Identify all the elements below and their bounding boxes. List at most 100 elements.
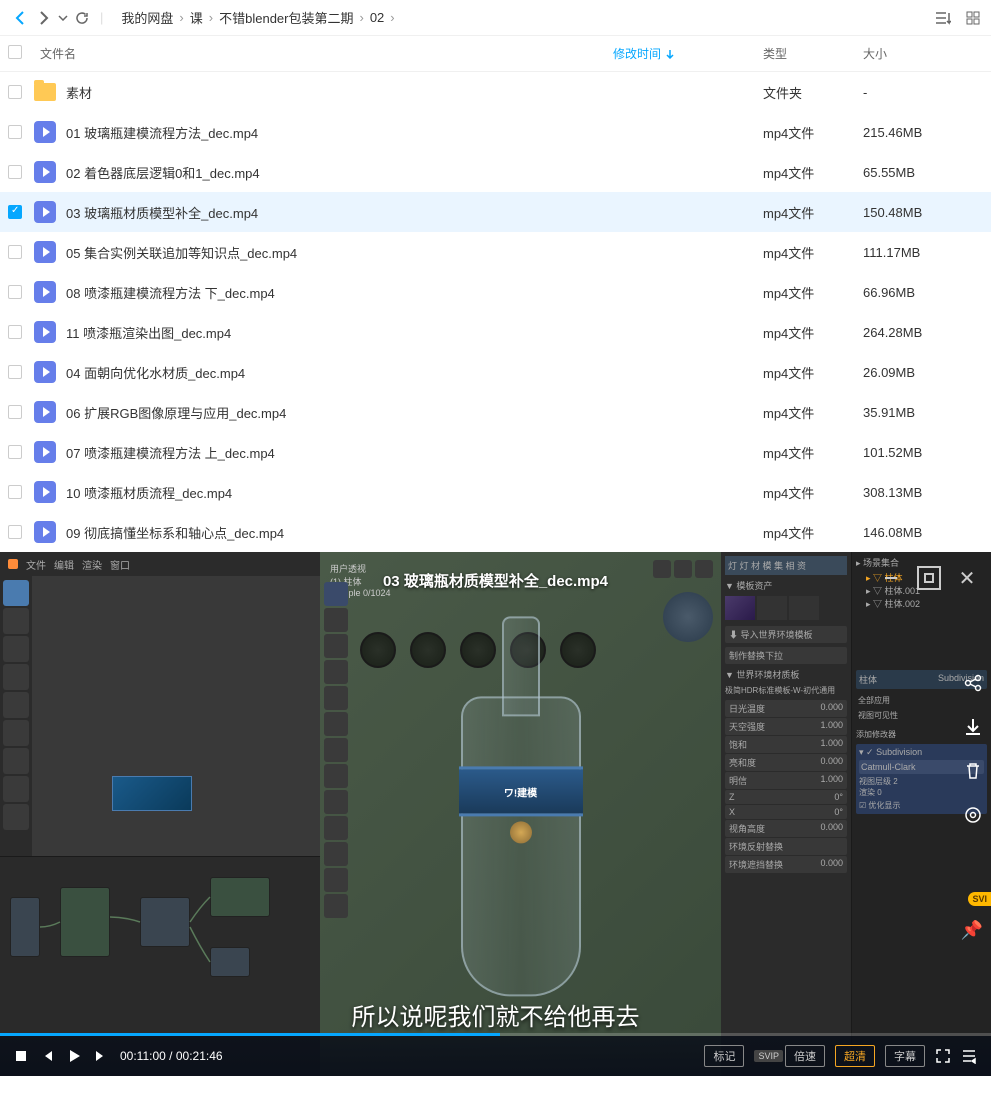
video-file-icon [34, 281, 56, 303]
file-name: 11 喷漆瓶渲染出图_dec.mp4 [66, 323, 613, 342]
row-checkbox[interactable] [8, 405, 22, 419]
file-row[interactable]: 03 玻璃瓶材质模型补全_dec.mp4 mp4文件150.48MB [0, 192, 991, 232]
chevron-right-icon: › [209, 10, 213, 25]
property-row: 饱和1.000 [725, 736, 847, 753]
breadcrumb-item[interactable]: 不错blender包装第二期 [219, 8, 353, 27]
file-list-header: 文件名 修改时间 类型 大小 [0, 36, 991, 72]
file-row[interactable]: 10 喷漆瓶材质流程_dec.mp4mp4文件308.13MB [0, 472, 991, 512]
video-file-icon [34, 361, 56, 383]
next-button[interactable] [94, 1049, 108, 1063]
file-name: 07 喷漆瓶建模流程方法 上_dec.mp4 [66, 443, 613, 462]
sort-button[interactable] [933, 8, 953, 28]
column-name[interactable]: 文件名 [32, 45, 613, 62]
file-row[interactable]: 06 扩展RGB图像原理与应用_dec.mp4mp4文件35.91MB [0, 392, 991, 432]
row-checkbox[interactable] [8, 325, 22, 339]
file-row[interactable]: 02 着色器底层逻辑0和1_dec.mp4mp4文件65.55MB [0, 152, 991, 192]
bottle-model: ワ!建模 [451, 616, 591, 996]
row-checkbox[interactable] [8, 125, 22, 139]
file-type: mp4文件 [763, 483, 863, 502]
nav-dropdown-button[interactable] [56, 6, 70, 30]
file-type: mp4文件 [763, 203, 863, 222]
delete-icon[interactable] [962, 760, 984, 782]
file-type: mp4文件 [763, 443, 863, 462]
play-button[interactable] [66, 1048, 82, 1064]
row-checkbox[interactable] [8, 245, 22, 259]
video-file-icon [34, 441, 56, 463]
video-controls: 00:11:00 / 00:21:46 标记 SVIP 倍速 超清 字幕 [0, 1036, 991, 1076]
pin-icon[interactable]: 📌 [961, 920, 983, 941]
file-row[interactable]: 09 彻底搞懂坐标系和轴心点_dec.mp4mp4文件146.08MB [0, 512, 991, 552]
breadcrumb-root[interactable]: 我的网盘 [121, 8, 173, 27]
blender-toolbar [0, 576, 32, 856]
settings-icon[interactable] [962, 804, 984, 826]
prev-button[interactable] [40, 1049, 54, 1063]
video-file-icon [34, 121, 56, 143]
breadcrumb-item[interactable]: 课 [190, 8, 203, 27]
file-row[interactable]: 11 喷漆瓶渲染出图_dec.mp4mp4文件264.28MB [0, 312, 991, 352]
file-size: 66.96MB [863, 285, 983, 300]
video-file-icon [34, 481, 56, 503]
row-checkbox[interactable] [8, 485, 22, 499]
sort-down-icon [665, 49, 675, 59]
column-size[interactable]: 大小 [863, 45, 983, 62]
download-icon[interactable] [962, 716, 984, 738]
file-size: 146.08MB [863, 525, 983, 540]
nav-back-button[interactable] [8, 6, 32, 30]
file-row[interactable]: 04 面朝向优化水材质_dec.mp4mp4文件26.09MB [0, 352, 991, 392]
file-size: - [863, 85, 983, 100]
close-button[interactable]: ✕ [955, 566, 979, 590]
file-name: 素材 [66, 83, 613, 102]
video-file-icon [34, 321, 56, 343]
caption-button[interactable]: 字幕 [885, 1045, 925, 1067]
column-type[interactable]: 类型 [763, 45, 863, 62]
refresh-button[interactable] [70, 6, 94, 30]
stop-button[interactable] [14, 1049, 28, 1063]
file-size: 150.48MB [863, 205, 983, 220]
property-row: 日光温度0.000 [725, 700, 847, 717]
mark-button[interactable]: 标记 [704, 1045, 744, 1067]
file-type: mp4文件 [763, 283, 863, 302]
row-checkbox[interactable] [8, 525, 22, 539]
property-row: 环境遮挡替换0.000 [725, 856, 847, 873]
file-row[interactable]: 05 集合实例关联追加等知识点_dec.mp4 mp4文件111.17MB [0, 232, 991, 272]
video-player: 文件 编辑 渲染 窗口 [0, 552, 991, 1076]
row-checkbox[interactable] [8, 365, 22, 379]
share-icon[interactable] [962, 672, 984, 694]
breadcrumb-item[interactable]: 02 [370, 10, 384, 25]
file-size: 215.46MB [863, 125, 983, 140]
file-type: mp4文件 [763, 403, 863, 422]
file-row[interactable]: 08 喷漆瓶建模流程方法 下_dec.mp4 mp4文件66.96MB [0, 272, 991, 312]
nav-forward-button[interactable] [32, 6, 56, 30]
row-checkbox[interactable] [8, 165, 22, 179]
file-type: mp4文件 [763, 363, 863, 382]
file-size: 101.52MB [863, 445, 983, 460]
file-type: mp4文件 [763, 243, 863, 262]
maximize-button[interactable] [917, 566, 941, 590]
property-row: Z0° [725, 790, 847, 804]
fullscreen-button[interactable] [935, 1048, 951, 1064]
file-name: 08 喷漆瓶建模流程方法 下_dec.mp4 [66, 283, 613, 302]
file-name: 09 彻底搞懂坐标系和轴心点_dec.mp4 [66, 523, 613, 542]
grid-view-button[interactable] [963, 8, 983, 28]
row-checkbox[interactable] [8, 445, 22, 459]
row-checkbox[interactable] [8, 285, 22, 299]
file-name: 04 面朝向优化水材质_dec.mp4 [66, 363, 613, 382]
select-all-checkbox[interactable] [8, 45, 22, 59]
file-name: 03 玻璃瓶材质模型补全_dec.mp4 [66, 203, 613, 222]
file-row[interactable]: 素材 文件夹- [0, 72, 991, 112]
column-mtime[interactable]: 修改时间 [613, 45, 763, 62]
svip-badge[interactable]: SVI [968, 892, 991, 906]
file-row[interactable]: 07 喷漆瓶建模流程方法 上_dec.mp4 mp4文件101.52MB [0, 432, 991, 472]
file-type: 文件夹 [763, 83, 863, 102]
speed-button[interactable]: 倍速 [785, 1045, 825, 1067]
row-checkbox[interactable] [8, 85, 22, 99]
quality-button[interactable]: 超清 [835, 1045, 875, 1067]
file-name: 05 集合实例关联追加等知识点_dec.mp4 [66, 243, 613, 262]
file-size: 111.17MB [863, 245, 983, 260]
minimize-button[interactable] [879, 566, 903, 590]
breadcrumb: 我的网盘 › 课 › 不错blender包装第二期 › 02 › [121, 8, 400, 27]
file-row[interactable]: 01 玻璃瓶建模流程方法_dec.mp4mp4文件215.46MB [0, 112, 991, 152]
playlist-button[interactable] [961, 1048, 977, 1064]
row-checkbox[interactable] [8, 205, 22, 219]
video-file-icon [34, 401, 56, 423]
